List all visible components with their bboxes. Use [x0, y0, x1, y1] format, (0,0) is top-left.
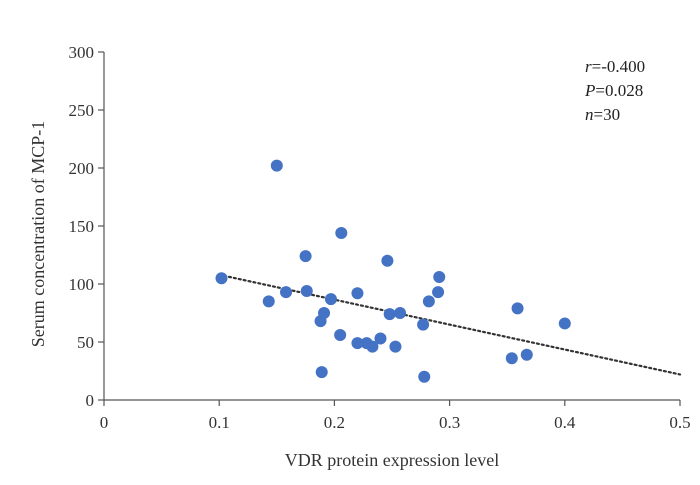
data-point: [374, 332, 387, 345]
x-tick-label: 0.1: [209, 413, 230, 432]
y-tick-label: 300: [69, 43, 95, 62]
data-point: [351, 337, 364, 350]
data-point: [389, 340, 402, 353]
data-point: [215, 272, 228, 285]
statistics-annotation: r=-0.400 P=0.028 n=30: [584, 57, 645, 124]
x-ticks: 0 0.1 0.2 0.3 0.4 0.5: [100, 400, 691, 432]
x-tick-label: 0.2: [324, 413, 345, 432]
data-point: [394, 307, 407, 319]
data-point: [324, 293, 337, 306]
y-tick-label: 200: [69, 159, 95, 178]
data-point: [505, 352, 518, 365]
y-tick-label: 50: [77, 333, 94, 352]
y-tick-label: 250: [69, 101, 95, 120]
data-point: [433, 271, 446, 284]
data-points: [215, 159, 571, 383]
data-point: [417, 318, 430, 331]
stat-n: n=30: [585, 105, 620, 124]
y-tick-label: 100: [69, 275, 95, 294]
y-ticks: 0 50 100 150 200 250 300: [69, 43, 104, 410]
x-tick-label: 0: [100, 413, 109, 432]
data-point: [418, 370, 431, 383]
x-tick-label: 0.3: [439, 413, 460, 432]
data-point: [262, 295, 275, 308]
data-point: [351, 287, 364, 300]
data-point: [335, 226, 348, 239]
data-point: [318, 307, 331, 319]
y-axis-title: Serum concentration of MCP-1: [28, 121, 48, 347]
data-point: [381, 254, 394, 267]
trendline: [218, 273, 682, 376]
data-point: [558, 317, 571, 330]
stat-r: r=-0.400: [585, 57, 645, 76]
data-point: [511, 302, 524, 315]
data-point: [334, 329, 347, 342]
data-point: [383, 308, 396, 321]
data-point: [280, 286, 293, 299]
data-point: [366, 340, 379, 353]
x-tick-label: 0.5: [669, 413, 690, 432]
stat-P: P=0.028: [584, 81, 643, 100]
x-tick-label: 0.4: [554, 413, 576, 432]
y-tick-label: 0: [86, 391, 95, 410]
data-point: [432, 286, 445, 299]
data-point: [270, 159, 283, 172]
data-point: [520, 348, 533, 361]
data-point: [299, 250, 312, 263]
data-point: [422, 295, 435, 308]
x-axis-title: VDR protein expression level: [285, 450, 499, 470]
y-tick-label: 150: [69, 217, 95, 236]
data-point: [300, 284, 313, 297]
data-point: [315, 366, 328, 379]
